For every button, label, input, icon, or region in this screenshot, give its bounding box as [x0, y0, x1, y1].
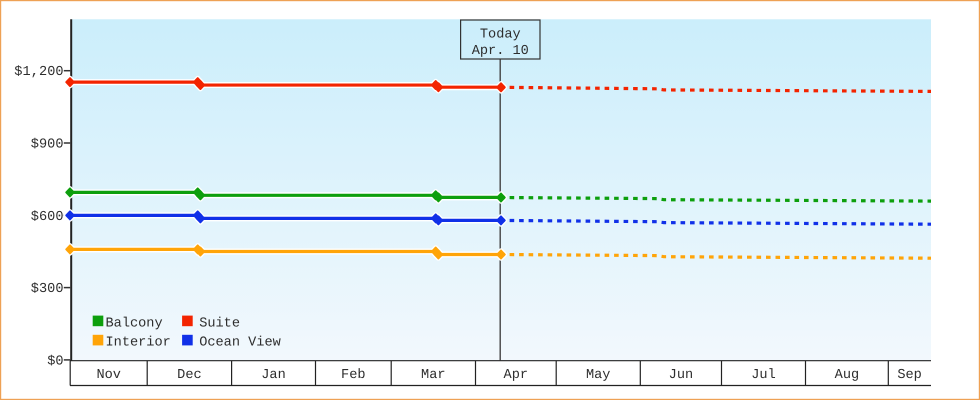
svg-text:Jan: Jan	[261, 368, 285, 383]
svg-text:Today: Today	[480, 27, 521, 42]
svg-text:Apr. 10: Apr. 10	[472, 44, 529, 59]
svg-text:Dec: Dec	[177, 368, 201, 383]
svg-text:Jun: Jun	[669, 368, 693, 383]
svg-text:Ocean View: Ocean View	[199, 336, 281, 351]
svg-text:Interior: Interior	[106, 336, 171, 351]
svg-text:Suite: Suite	[199, 316, 240, 331]
svg-text:May: May	[586, 368, 610, 383]
svg-text:Aug: Aug	[835, 368, 859, 383]
svg-text:$300: $300	[31, 282, 64, 297]
svg-text:$1,200: $1,200	[14, 65, 63, 80]
svg-text:Mar: Mar	[421, 368, 445, 383]
svg-text:Jul: Jul	[751, 368, 775, 383]
svg-text:$900: $900	[31, 138, 64, 153]
svg-text:Sep: Sep	[897, 368, 921, 383]
svg-text:Feb: Feb	[341, 368, 365, 383]
svg-text:Nov: Nov	[96, 368, 120, 383]
svg-text:$600: $600	[31, 210, 64, 225]
svg-text:$0: $0	[47, 354, 63, 369]
svg-text:Balcony: Balcony	[106, 316, 163, 331]
svg-text:Apr: Apr	[504, 368, 528, 383]
